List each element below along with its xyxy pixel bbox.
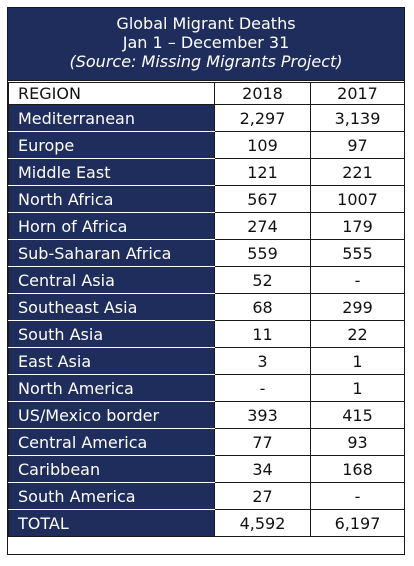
value-2018-cell: 559 [214,239,311,267]
value-2017-cell: 1 [310,347,405,375]
region-cell: Sub-Saharan Africa [8,239,215,267]
value-2018-cell: 11 [214,320,311,348]
value-2017-cell: 1007 [310,185,405,213]
region-cell: South America [8,482,215,510]
value-2017-cell: 555 [310,239,405,267]
region-cell: Central America [8,428,215,456]
value-2018-cell: 77 [214,428,311,456]
value-2017-cell: - [310,482,405,510]
region-cell: Mediterranean [8,104,215,132]
region-cell: Central Asia [8,266,215,294]
value-2018-cell: 3 [214,347,311,375]
value-2017-cell: 3,139 [310,104,405,132]
table-header: Global Migrant Deaths Jan 1 – December 3… [8,8,404,81]
table-row: South Asia 11 22 [8,320,405,348]
value-2017-cell: 6,197 [310,509,405,537]
table-row: Mediterranean 2,297 3,139 [8,104,405,132]
region-cell: East Asia [8,347,215,375]
value-2018-cell: 27 [214,482,311,510]
value-2017-cell: 1 [310,374,405,402]
table-row: Horn of Africa 274 179 [8,212,405,240]
value-2017-cell: 93 [310,428,405,456]
table-body: Mediterranean 2,297 3,139 Europe 109 97 Middle… [8,104,405,537]
value-2017-cell: 415 [310,401,405,429]
value-2017-cell: 97 [310,131,405,159]
value-2018-cell: 68 [214,293,311,321]
region-cell: Caribbean [8,455,215,483]
migrant-deaths-table: REGION 2018 2017 Mediterranean 2,297 3,139… [8,82,405,537]
value-2018-cell: 274 [214,212,311,240]
table-row: TOTAL 4,592 6,197 [8,509,405,537]
table-row: Central America 77 93 [8,428,405,456]
value-2018-cell: 52 [214,266,311,294]
region-cell: North Africa [8,185,215,213]
table-period: Jan 1 – December 31 [122,33,290,52]
table-row: US/Mexico border 393 415 [8,401,405,429]
table-row: South America 27- [8,482,405,510]
value-2018-cell: 34 [214,455,311,483]
table-source: (Source: Missing Migrants Project) [69,52,343,71]
table-row: North Africa 567 1007 [8,185,405,213]
value-2017-cell: - [310,266,405,294]
region-cell: Middle East [8,158,215,186]
value-2018-cell: 567 [214,185,311,213]
region-cell: South Asia [8,320,215,348]
column-header-2017: 2017 [310,82,405,105]
table-row: Middle East 121 221 [8,158,405,186]
value-2018-cell: 2,297 [214,104,311,132]
value-2018-cell: 121 [214,158,311,186]
header-row: REGION 2018 2017 [8,82,405,105]
table-row: Southeast Asia 68 299 [8,293,405,321]
column-header-2018: 2018 [214,82,311,105]
table-row: East Asia 3 1 [8,347,405,375]
value-2018-cell: 109 [214,131,311,159]
table-row: Central Asia 52- [8,266,405,294]
value-2017-cell: 168 [310,455,405,483]
value-2017-cell: 22 [310,320,405,348]
table-title: Global Migrant Deaths [116,14,296,33]
table-frame: Global Migrant Deaths Jan 1 – December 3… [7,7,405,555]
table-row: North America -1 [8,374,405,402]
column-header-region: REGION [8,82,215,105]
value-2017-cell: 221 [310,158,405,186]
value-2018-cell: 393 [214,401,311,429]
region-cell: Europe [8,131,215,159]
region-cell: TOTAL [8,509,215,537]
region-cell: North America [8,374,215,402]
value-2018-cell: 4,592 [214,509,311,537]
region-cell: US/Mexico border [8,401,215,429]
value-2018-cell: - [214,374,311,402]
value-2017-cell: 179 [310,212,405,240]
table-row: Caribbean 34 168 [8,455,405,483]
region-cell: Southeast Asia [8,293,215,321]
value-2017-cell: 299 [310,293,405,321]
table-row: Sub-Saharan Africa 559 555 [8,239,405,267]
region-cell: Horn of Africa [8,212,215,240]
table-row: Europe 109 97 [8,131,405,159]
